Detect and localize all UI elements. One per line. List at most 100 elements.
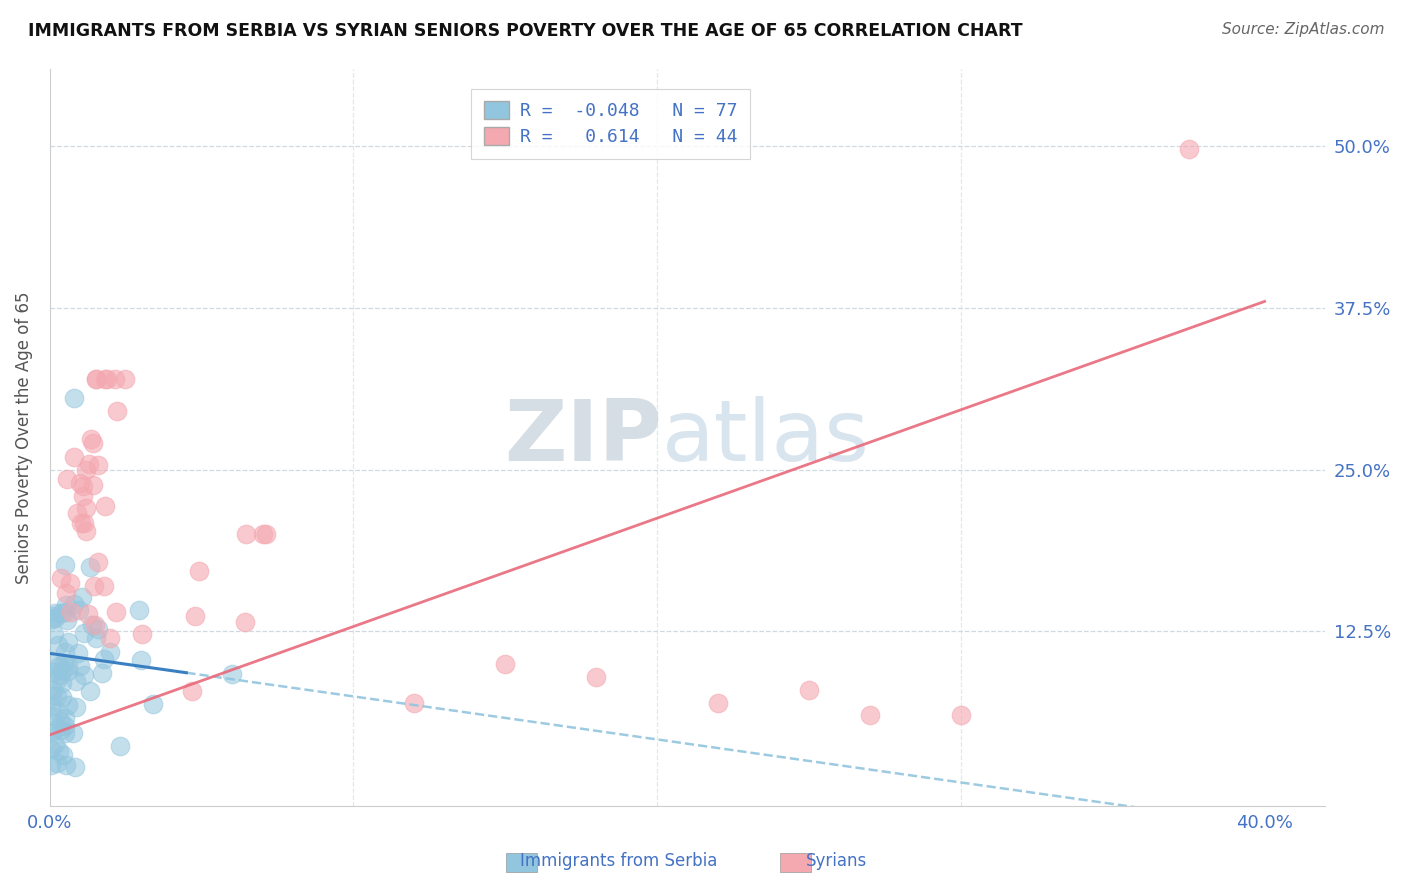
Point [585, 670, 607, 684]
Point [59, 576, 82, 591]
Point [93, 372, 115, 386]
Point [69, 516, 91, 530]
Point [49, 606, 72, 620]
Point [53, 719, 76, 733]
Point [797, 682, 820, 697]
Point [221, 667, 243, 681]
Text: IMMIGRANTS FROM SERBIA VS SYRIAN SENIORS POVERTY OVER THE AGE OF 65 CORRELATION : IMMIGRANTS FROM SERBIA VS SYRIAN SENIORS… [28, 22, 1022, 40]
Point [62, 726, 84, 740]
Point [58, 635, 80, 649]
Point [46, 689, 69, 703]
Point [49, 571, 72, 585]
Point [180, 684, 202, 698]
Point [48, 659, 70, 673]
Point [67, 603, 90, 617]
Point [53, 726, 76, 740]
Point [41, 683, 63, 698]
Point [53, 645, 76, 659]
Point [73, 516, 96, 530]
Point [70, 590, 93, 604]
Point [39, 758, 62, 772]
Text: Syrians: Syrians [806, 852, 868, 870]
Point [84, 372, 107, 386]
Point [859, 708, 882, 723]
Point [58, 658, 80, 673]
Point [56, 698, 79, 712]
Point [252, 527, 274, 541]
Point [41, 709, 63, 723]
Point [235, 527, 257, 541]
Point [254, 527, 277, 541]
Point [494, 657, 516, 671]
Point [39, 657, 62, 671]
Point [188, 564, 211, 578]
Point [80, 432, 103, 446]
Point [44, 606, 66, 620]
Point [96, 372, 118, 386]
Point [51, 664, 73, 678]
Point [44, 737, 66, 751]
Point [55, 472, 77, 486]
Point [63, 597, 86, 611]
Point [55, 598, 77, 612]
Point [83, 579, 105, 593]
Point [184, 609, 207, 624]
Point [75, 524, 97, 539]
Point [98, 645, 121, 659]
Point [46, 705, 69, 719]
Point [44, 611, 66, 625]
Point [93, 579, 115, 593]
Point [142, 697, 165, 711]
Point [82, 436, 104, 450]
Point [77, 457, 100, 471]
Point [72, 479, 94, 493]
Text: ZIP: ZIP [505, 396, 662, 479]
Point [77, 607, 100, 622]
Point [46, 756, 69, 771]
Point [53, 606, 76, 620]
Point [128, 603, 150, 617]
Point [87, 458, 110, 473]
Point [75, 501, 97, 516]
Point [1177, 142, 1199, 156]
Point [73, 626, 96, 640]
Point [63, 760, 86, 774]
Point [105, 605, 128, 619]
Point [39, 742, 62, 756]
Point [51, 690, 73, 704]
Point [53, 656, 76, 670]
Point [80, 618, 103, 632]
Point [49, 723, 72, 738]
Point [55, 757, 77, 772]
Point [84, 631, 107, 645]
Point [41, 690, 63, 704]
Point [53, 710, 76, 724]
Point [65, 700, 87, 714]
Point [63, 450, 86, 464]
Point [39, 726, 62, 740]
Point [39, 699, 62, 714]
Point [233, 615, 256, 630]
Point [86, 555, 108, 569]
Bar [506, 853, 537, 872]
Point [69, 475, 91, 490]
Legend: R =  -0.048   N = 77, R =   0.614   N = 44: R = -0.048 N = 77, R = 0.614 N = 44 [471, 88, 751, 159]
Point [82, 478, 104, 492]
Point [42, 608, 65, 623]
Point [42, 665, 65, 679]
Point [42, 723, 65, 738]
Point [44, 627, 66, 641]
Point [48, 638, 70, 652]
Point [65, 673, 87, 688]
Point [53, 558, 76, 573]
Point [79, 684, 101, 698]
Text: atlas: atlas [662, 396, 870, 479]
Text: Source: ZipAtlas.com: Source: ZipAtlas.com [1222, 22, 1385, 37]
Point [55, 586, 77, 600]
Point [94, 499, 117, 513]
Point [84, 372, 107, 386]
Point [100, 631, 122, 645]
Point [73, 668, 96, 682]
Point [75, 463, 97, 477]
Point [707, 696, 730, 710]
